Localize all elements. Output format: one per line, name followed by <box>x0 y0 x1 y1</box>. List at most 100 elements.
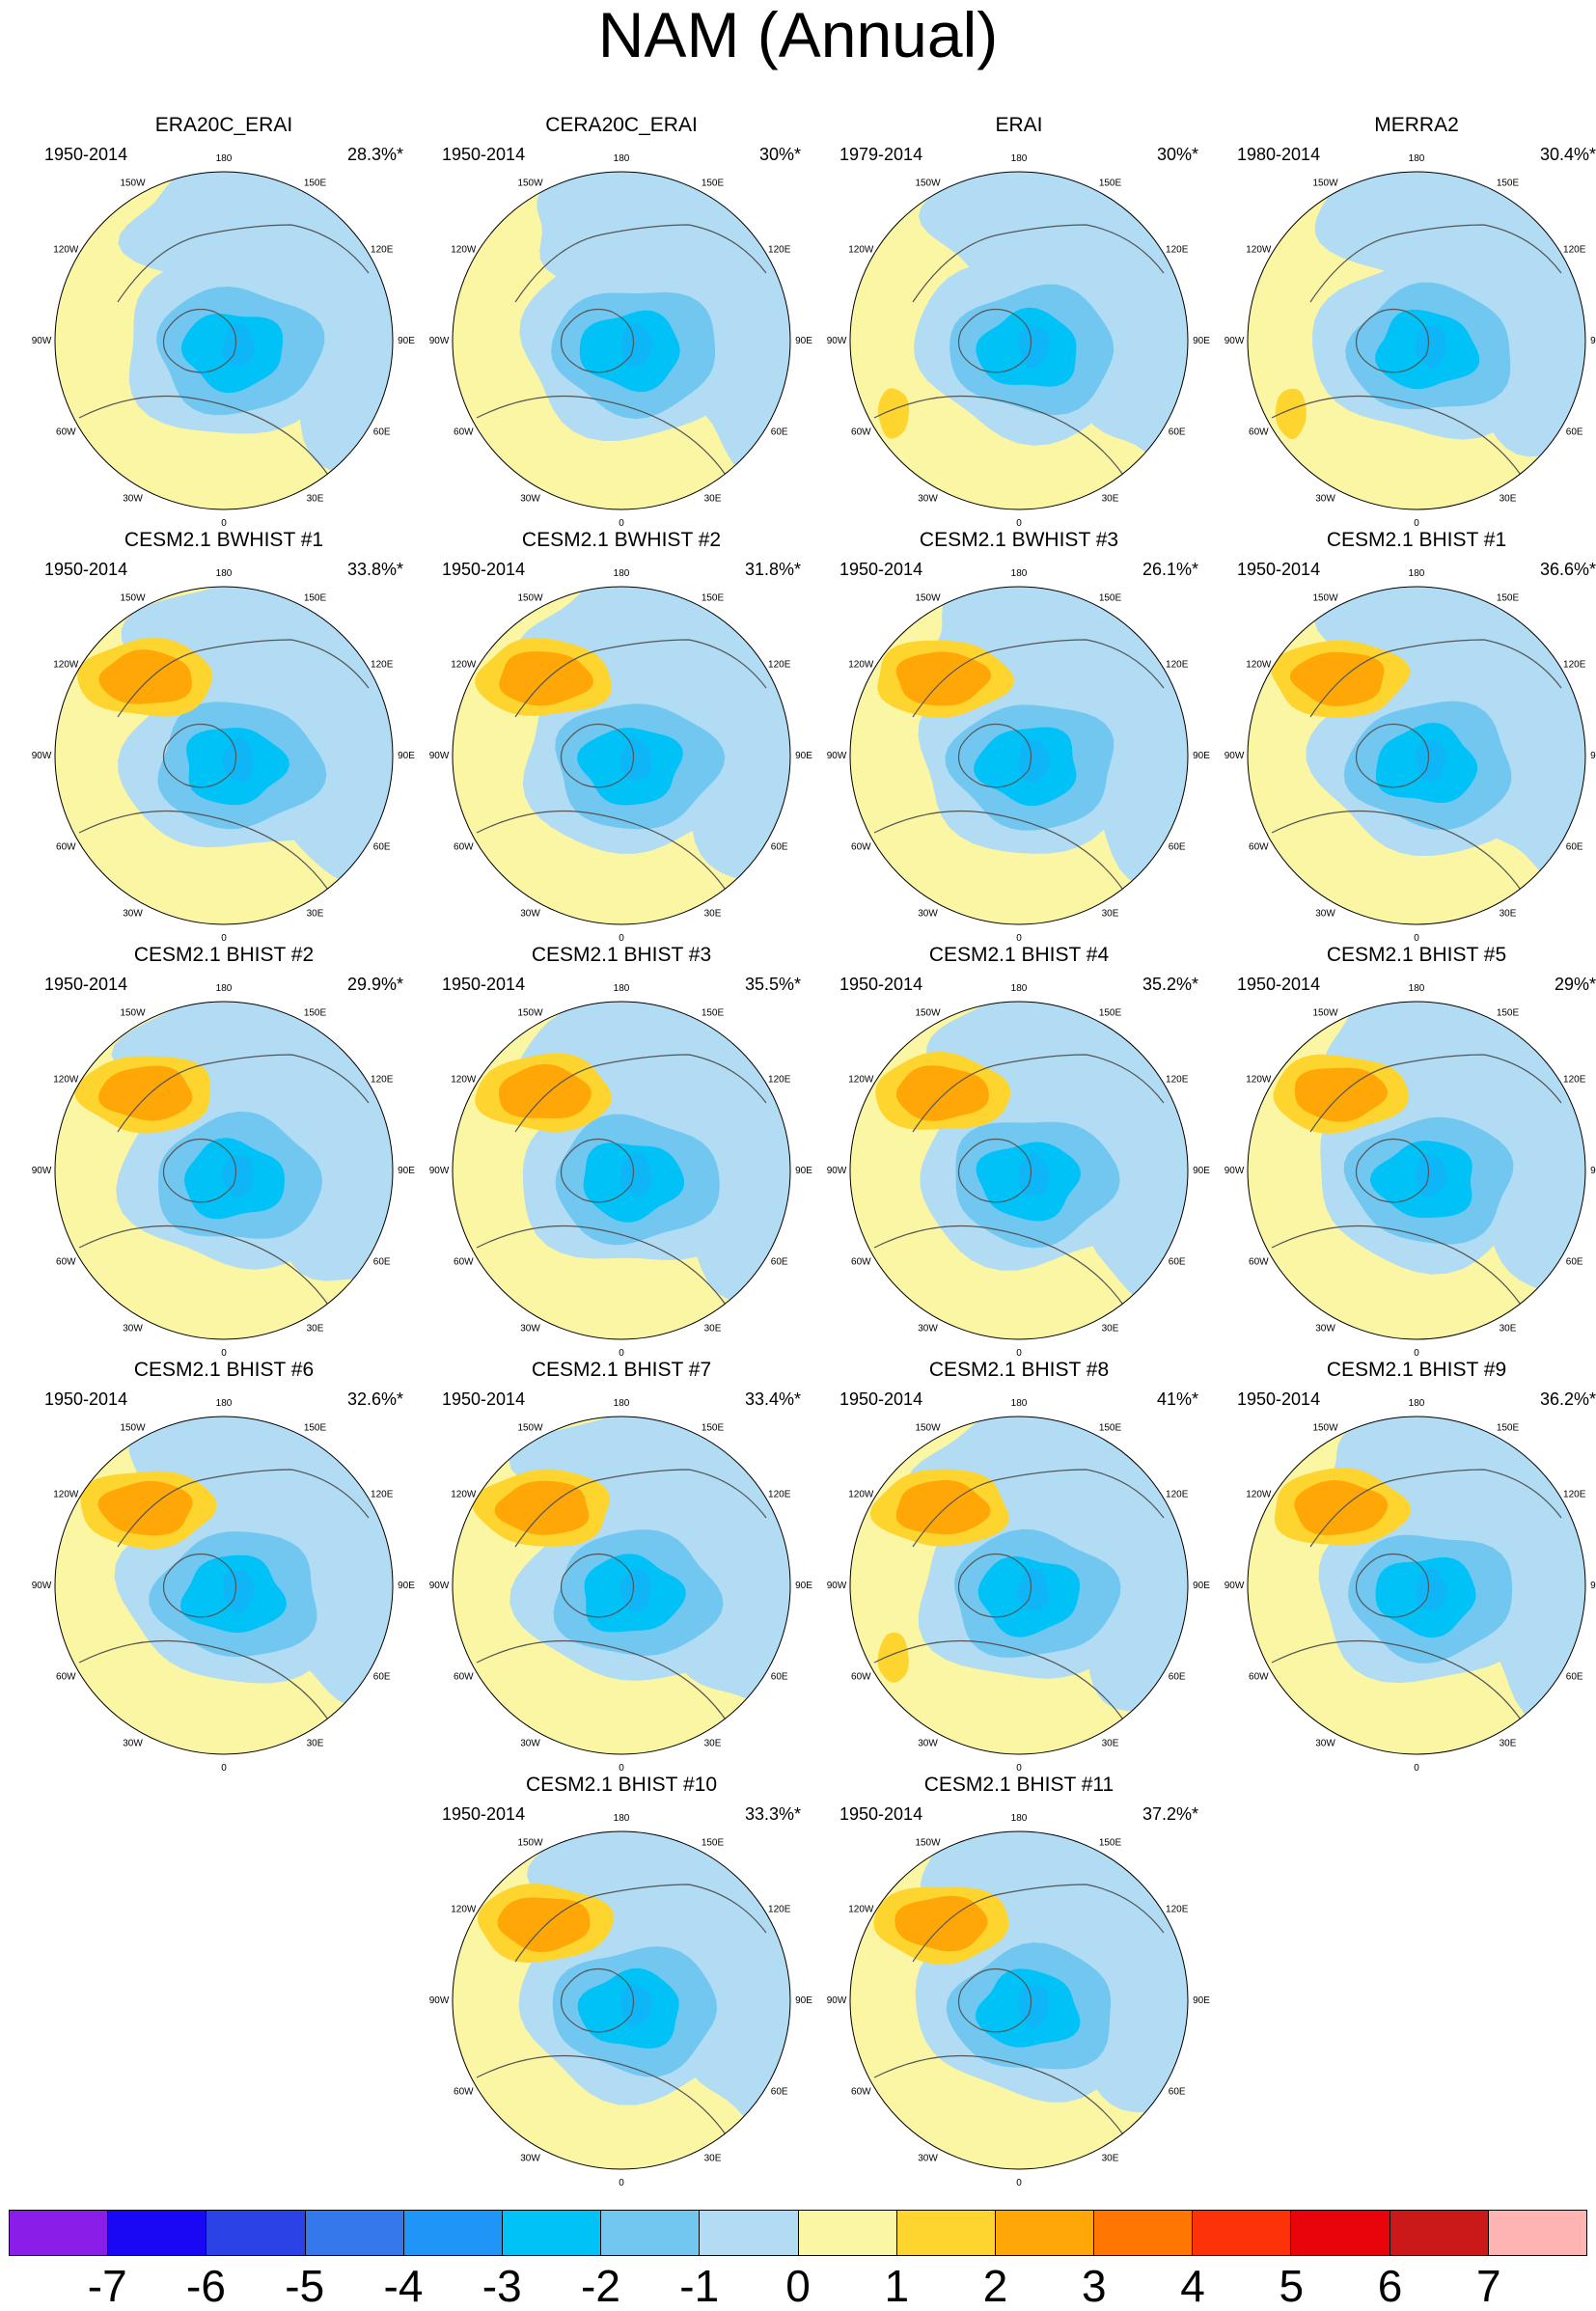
longitude-label: 120W <box>53 660 79 671</box>
longitude-label: 90W <box>827 751 847 761</box>
pacific-positive-anomaly <box>918 1078 969 1111</box>
panel-variance-percent: 33.8%* <box>346 560 403 579</box>
longitude-label: 60E <box>771 1257 788 1268</box>
map-panel: CESM2.1 BHIST #6 1950-2014 32.6%* 180 150E 12… <box>25 1359 423 1774</box>
longitude-label: 90E <box>795 1166 812 1176</box>
map-boundary <box>452 171 791 510</box>
longitude-label: 120W <box>848 660 874 671</box>
longitude-label: 150E <box>702 1837 725 1848</box>
panel-period: 1950-2014 <box>1237 560 1321 579</box>
polar-map: 180 150E 120E 90E 60E 30E 0 30W 60W 90W 120W 150W <box>429 568 813 944</box>
longitude-label: 120E <box>1166 660 1189 671</box>
longitude-label: 90E <box>1193 1581 1210 1591</box>
colorbar-tick-label: -4 <box>383 2261 424 2311</box>
longitude-label: 120E <box>371 245 394 256</box>
panel-title: CESM2.1 BHIST #5 <box>1326 944 1507 966</box>
figure-title: NAM (Annual) <box>597 0 999 70</box>
colorbar-tick-label: -3 <box>482 2261 522 2311</box>
longitude-label: 150E <box>1099 1422 1122 1433</box>
longitude-label: 30E <box>307 909 324 920</box>
longitude-label: 0 <box>221 518 227 529</box>
longitude-label: 150W <box>1312 1007 1338 1018</box>
panel-variance-percent: 41%* <box>1156 1389 1198 1409</box>
coastline <box>78 1469 370 1754</box>
panel-title: CESM2.1 BHIST #8 <box>928 1359 1110 1381</box>
panel-variance-percent: 29.9%* <box>346 975 403 994</box>
longitude-label: 0 <box>1016 518 1022 529</box>
colorbar-swatch <box>502 2211 602 2255</box>
colorbar-tick-label: 2 <box>982 2261 1008 2311</box>
longitude-label: 150E <box>304 178 327 188</box>
panel-variance-percent: 30.4%* <box>1539 145 1596 164</box>
longitude-label: 90W <box>1225 1581 1245 1591</box>
map-panel: CESM2.1 BHIST #8 1950-2014 41%* 180 150E 120E… <box>820 1359 1218 1774</box>
longitude-label: 30W <box>1315 494 1335 505</box>
longitude-label: 30E <box>307 1324 324 1334</box>
panel-period: 1950-2014 <box>442 560 526 579</box>
longitude-label: 120W <box>848 1490 874 1500</box>
longitude-label: 120W <box>451 245 477 256</box>
panel-title: CERA20C_ERAI <box>545 114 698 136</box>
longitude-label: 120E <box>1166 245 1189 256</box>
longitude-label: 120W <box>451 660 477 671</box>
longitude-label: 90W <box>1225 336 1245 346</box>
colorbar-swatch <box>896 2211 996 2255</box>
longitude-label: 180 <box>614 153 630 164</box>
colorbar-swatch <box>1094 2211 1194 2255</box>
longitude-label: 150W <box>517 592 543 603</box>
longitude-label: 150W <box>120 1007 146 1018</box>
longitude-label: 90W <box>429 1166 450 1176</box>
coastline <box>873 1884 1165 2169</box>
longitude-label: 150E <box>304 1007 327 1018</box>
longitude-label: 150W <box>120 592 146 603</box>
coastline <box>1271 639 1562 924</box>
longitude-label: 120E <box>371 660 394 671</box>
longitude-label: 30E <box>1102 1739 1119 1749</box>
map-panel: MERRA2 1980-2014 30.4%* 180 150E 120E 90E 60E 30… <box>1218 114 1596 529</box>
map-panel: CESM2.1 BHIST #2 1950-2014 29.9%* 180 150E 12… <box>25 944 423 1359</box>
map-panel: CESM2.1 BHIST #9 1950-2014 36.2%* 180 150E 12… <box>1218 1359 1596 1774</box>
map-boundary <box>452 1830 791 2170</box>
panel-variance-percent: 31.8%* <box>744 560 801 579</box>
longitude-label: 30E <box>1102 909 1119 920</box>
panel-variance-percent: 29%* <box>1554 975 1596 994</box>
longitude-label: 30E <box>1500 494 1517 505</box>
map-panel: CESM2.1 BHIST #7 1950-2014 33.4%* 180 150E 12… <box>423 1359 820 1774</box>
polar-map: 180 150E 120E 90E 60E 30E 0 30W 60W 90W 120W 150W <box>827 568 1211 944</box>
colorbar-swatch <box>995 2211 1095 2255</box>
map-panel: CESM2.1 BWHIST #3 1950-2014 26.1%* 180 150E 1… <box>820 529 1218 944</box>
longitude-label: 60W <box>56 842 76 853</box>
longitude-label: 180 <box>1011 568 1028 579</box>
longitude-label: 120E <box>768 1075 791 1086</box>
map-boundary <box>849 1001 1189 1340</box>
longitude-label: 90W <box>429 1581 450 1591</box>
longitude-label: 150E <box>304 1422 327 1433</box>
coastline <box>1271 1054 1562 1339</box>
colorbar-swatch <box>108 2211 207 2255</box>
longitude-label: 120W <box>53 1075 79 1086</box>
longitude-label: 60W <box>454 1257 474 1268</box>
longitude-label: 180 <box>1409 1398 1425 1409</box>
panel-period: 1950-2014 <box>442 145 526 164</box>
longitude-label: 0 <box>1414 518 1419 529</box>
panel-variance-percent: 33.4%* <box>744 1389 801 1409</box>
polar-map: 180 150E 120E 90E 60E 30E 0 30W 60W 90W 120W 150W <box>32 568 416 944</box>
panel-period: 1950-2014 <box>44 560 128 579</box>
map-panel: CESM2.1 BWHIST #2 1950-2014 31.8%* 180 150E 1… <box>423 529 820 944</box>
panel-title: CESM2.1 BHIST #6 <box>133 1359 315 1381</box>
map-panel: CESM2.1 BHIST #10 1950-2014 33.3%* 180 150E 1… <box>423 1774 820 2188</box>
colorbar-tick-label: -6 <box>186 2261 226 2311</box>
panel-variance-percent: 36.2%* <box>1539 1389 1596 1409</box>
longitude-label: 180 <box>1011 1813 1028 1824</box>
polar-map: 180 150E 120E 90E 60E 30E 0 30W 60W 90W 120W 150W <box>827 1813 1211 2188</box>
panel-title: CESM2.1 BWHIST #1 <box>124 529 324 551</box>
longitude-label: 30W <box>520 909 540 920</box>
longitude-label: 60E <box>771 2087 788 2098</box>
polar-map: 180 150E 120E 90E 60E 30E 0 30W 60W 90W 120W 150W <box>429 153 813 529</box>
panel-period: 1950-2014 <box>442 1804 526 1824</box>
coastline <box>476 1054 767 1339</box>
colorbar-swatch <box>601 2211 701 2255</box>
longitude-label: 180 <box>614 1813 630 1824</box>
coastline <box>78 639 370 924</box>
panel-variance-percent: 26.1%* <box>1142 560 1198 579</box>
